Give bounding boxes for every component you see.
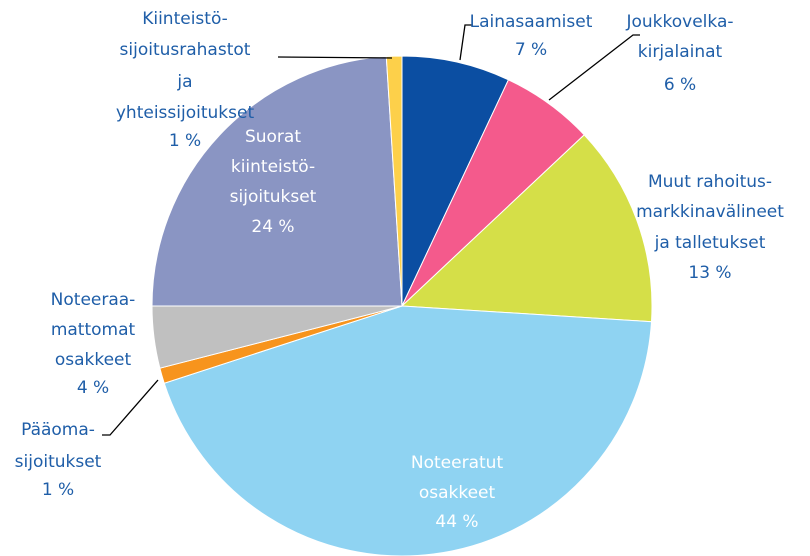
value-label: 24 % [251,217,294,237]
slice-label: Muut rahoitus-markkinavälineet ja talletu… [636,172,784,283]
value-label: 1 % [42,480,74,500]
label-line: yhteissijoitukset [116,103,255,123]
label-line: markkinavälineet [636,202,784,222]
slice-label: Noteeraa-mattomat osakkeet 4 % [51,290,136,398]
leader-line [277,56,393,59]
leader-line [459,24,472,61]
leader-line [102,379,159,436]
value-label: 7 % [515,40,547,60]
value-label: 6 % [664,75,696,95]
leader-line [548,34,640,101]
label-line: Pääoma- [21,420,95,440]
label-line: Suorat [245,127,301,147]
slice-label: Joukkovelka-kirjalainat 6 % [625,12,733,95]
slice-label: Suorat kiinteistö-sijoitukset 24 % [230,127,317,237]
pie-slice [400,134,653,323]
label-line: Noteeraa- [51,290,136,310]
value-label: 44 % [435,512,478,532]
value-label: 1 % [169,131,201,151]
label-line: kirjalainat [638,42,723,62]
slice-label: Noteeratut osakkeet 44 % [411,453,504,532]
label-line: mattomat [51,320,136,340]
label-line: sijoitukset [15,452,102,472]
pie-slice [401,55,510,307]
label-line: sijoitukset [230,187,317,207]
label-line: ja [176,72,192,92]
label-line: osakkeet [419,483,496,503]
value-label: 13 % [688,263,731,283]
label-line: Joukkovelka- [625,12,733,32]
label-line: kiinteistö- [231,157,315,177]
pie-slice [151,55,403,307]
label-line: Noteeratut [411,453,504,473]
value-label: 4 % [77,378,109,398]
label-line: ja talletukset [654,233,766,253]
slice-label: Lainasaamiset 7 % [470,12,593,60]
pie-slice [163,305,653,556]
label-line: sijoitusrahastot [120,40,251,60]
label-line: Kiinteistö- [142,9,228,29]
label-line: osakkeet [55,350,132,370]
label-line: Muut rahoitus- [648,172,772,192]
pie-slice [385,55,403,307]
label-line: Lainasaamiset [470,12,593,32]
slice-label: Kiinteistö-sijoitusrahastot ja yhteissijoi… [116,9,255,151]
slice-label: Pääoma-sijoitukset 1 % [15,420,102,500]
